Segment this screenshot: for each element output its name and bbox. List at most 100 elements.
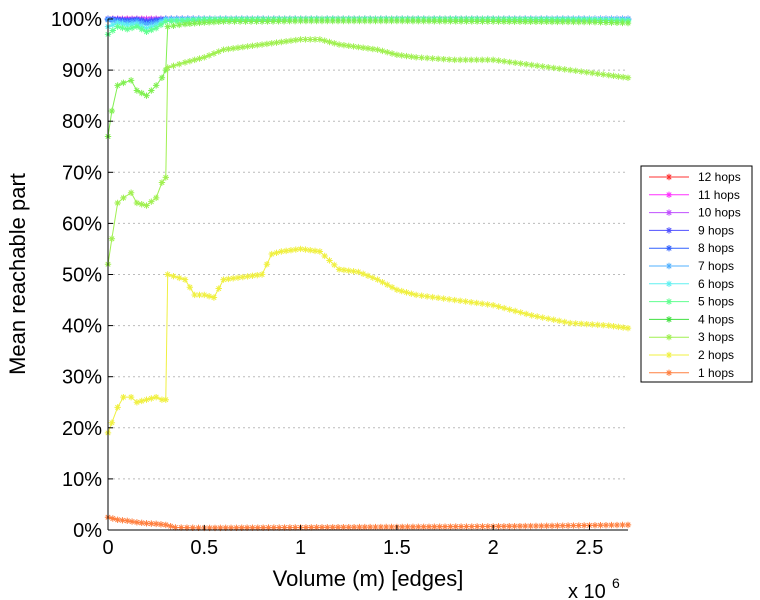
data-point [543,18,550,26]
data-point [366,17,374,25]
data-point [215,48,222,55]
data-point [532,18,540,25]
data-point [210,50,218,57]
data-point [425,523,433,530]
data-point [436,18,443,25]
data-point [425,18,433,25]
data-point [517,309,524,316]
data-point [157,21,165,29]
data-point [254,271,261,279]
x-multiplier-label: x 10 [568,581,606,600]
data-point [345,17,352,25]
data-point [364,272,372,279]
data-point [434,294,442,302]
data-point [170,273,177,280]
data-point [564,18,572,26]
data-point [225,45,232,53]
data-point [278,248,285,255]
data-point [172,524,179,531]
data-point [440,295,447,302]
data-point [181,20,189,28]
data-point [282,38,290,45]
data-point [600,322,607,329]
data-point [456,56,464,64]
legend-label: 12 hops [698,170,741,184]
data-point [114,199,121,207]
data-point [220,18,227,25]
data-point [445,296,453,303]
legend-item: 5 hops [649,295,734,309]
data-point [602,19,610,26]
data-point [605,72,612,79]
data-point [234,44,242,51]
data-point [254,16,261,23]
data-point [206,524,213,532]
data-point [372,523,379,531]
data-point [388,284,396,291]
legend-swatch-marker [665,191,673,198]
data-point [152,520,160,528]
data-point [484,523,492,530]
x-tick-label: 2 [488,537,499,559]
data-point [196,19,203,27]
data-point [545,315,552,322]
data-point [329,17,336,25]
data-point [275,18,282,25]
data-point [239,273,247,281]
data-point [244,43,251,50]
data-point [114,19,121,27]
data-point [398,287,405,295]
data-point [326,38,333,46]
data-point [350,523,358,531]
data-point [114,23,121,30]
data-point [244,273,251,280]
data-point [324,524,331,531]
data-point [119,517,126,524]
data-point [152,24,160,32]
data-point [522,18,529,25]
data-point [297,36,304,43]
data-point [580,18,588,26]
data-point [384,49,391,56]
data-point [249,272,256,279]
data-point [369,45,377,53]
data-point [500,304,508,312]
data-point [138,397,145,405]
data-point [511,307,519,315]
legend-item: 2 hops [649,348,734,362]
data-point [399,17,406,25]
data-point [589,321,596,328]
data-point [580,522,588,529]
data-point [148,520,155,527]
data-point [359,44,367,51]
data-point [500,58,508,65]
legend-label: 8 hops [698,241,734,255]
data-point [190,16,197,24]
data-point [467,56,475,64]
data-point [114,404,121,411]
x-tick-label: 2.5 [576,537,604,559]
data-point [225,18,233,25]
legend-swatch-marker [665,351,673,359]
data-point [133,23,141,30]
data-point [329,524,336,531]
data-point [109,27,117,34]
data-point [345,523,352,531]
data-point [506,523,513,530]
data-point [286,524,294,531]
data-point [335,266,343,273]
legend-label: 11 hops [698,188,740,202]
data-point [143,24,150,32]
data-point [183,524,191,531]
y-tick-label: 0% [73,520,102,542]
data-point [138,89,145,97]
data-point [559,522,566,529]
data-point [478,56,486,64]
data-point [291,17,299,25]
data-point [457,18,465,25]
data-point [152,393,160,401]
data-point [278,38,285,46]
data-point [468,523,475,530]
data-point [554,18,561,26]
legend-item: 10 hops [649,206,741,220]
